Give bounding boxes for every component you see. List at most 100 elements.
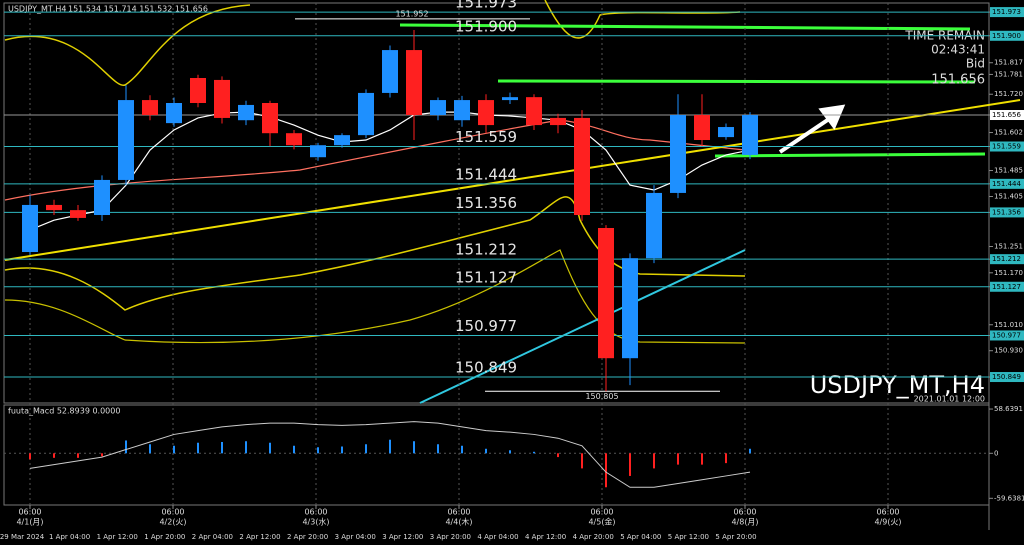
date-label: 4/2(火) bbox=[159, 518, 186, 527]
axis-highlight-label: 150.849 bbox=[992, 373, 1021, 381]
macd-title: fuuta_Macd 52.8939 0.0000 bbox=[8, 407, 120, 416]
candle-body bbox=[646, 192, 662, 259]
axis-highlight-label: 151.444 bbox=[992, 180, 1021, 188]
axis-highlight bbox=[990, 281, 1024, 292]
macd-bar bbox=[341, 446, 343, 454]
axis-highlight-label: 151.900 bbox=[992, 32, 1021, 40]
candle-body bbox=[526, 97, 542, 126]
macd-bar bbox=[701, 453, 703, 465]
macd-bar bbox=[53, 453, 55, 458]
candle-body bbox=[118, 100, 134, 180]
date-label: 4/1(月) bbox=[16, 518, 43, 527]
macd-tick-label: -59.6381 bbox=[994, 494, 1024, 502]
date-label: 4/4(木) bbox=[445, 517, 472, 527]
axis-highlight-label: 151.973 bbox=[992, 8, 1021, 16]
x-tick-label: 3 Apr 12:00 bbox=[382, 533, 423, 541]
watermark: USDJPY_MT,H4 bbox=[810, 371, 985, 399]
level-label: 150.849 bbox=[455, 359, 517, 377]
green-line bbox=[497, 79, 976, 84]
y-tick-label: 151.251 bbox=[994, 243, 1023, 251]
candle-body bbox=[718, 127, 734, 138]
axis-highlight bbox=[990, 141, 1024, 152]
axis-highlight-label: 151.127 bbox=[992, 283, 1021, 291]
macd-bar bbox=[461, 445, 463, 454]
time-label: 06:00 bbox=[304, 508, 327, 517]
macd-bar bbox=[29, 453, 31, 460]
axis-highlight bbox=[990, 207, 1024, 218]
macd-bar bbox=[509, 450, 511, 454]
macd-bar bbox=[149, 444, 151, 454]
candle-body bbox=[358, 92, 374, 136]
macd-bar bbox=[413, 441, 415, 454]
watermark-date: 2021.01.01 12:00 bbox=[914, 395, 985, 404]
candle-body bbox=[334, 135, 350, 146]
axis-highlight-label: 150.977 bbox=[992, 331, 1021, 339]
y-tick-label: 151.405 bbox=[994, 193, 1023, 201]
arrow bbox=[778, 104, 846, 154]
time-label: 06:00 bbox=[590, 508, 613, 517]
macd-bar bbox=[173, 445, 175, 454]
green-line bbox=[714, 152, 986, 158]
y-tick-label: 151.817 bbox=[994, 59, 1023, 67]
candle-body bbox=[94, 179, 110, 216]
candle-body bbox=[550, 117, 566, 126]
x-tick-label: 3 Apr 20:00 bbox=[430, 533, 471, 541]
axis-highlight bbox=[990, 30, 1024, 41]
macd-signal bbox=[29, 421, 751, 488]
axis-highlight bbox=[990, 178, 1024, 189]
macd-tick-label: 58.6391 bbox=[994, 405, 1023, 413]
macd-bar bbox=[101, 453, 103, 457]
level-label: 151.444 bbox=[455, 165, 517, 183]
macd-tick-label: 0 bbox=[994, 449, 998, 457]
date-label: 4/9(火) bbox=[874, 518, 901, 527]
x-tick-label: 1 Apr 12:00 bbox=[97, 533, 138, 541]
macd-bar bbox=[125, 440, 127, 454]
time-label: 06:00 bbox=[733, 508, 756, 517]
green-line bbox=[399, 23, 971, 31]
y-tick-label: 150.930 bbox=[994, 347, 1023, 355]
x-tick-label: 1 Apr 20:00 bbox=[144, 533, 185, 541]
candle-body bbox=[142, 100, 158, 116]
bid-highlight bbox=[990, 110, 1024, 121]
bid: 151.656 bbox=[931, 73, 985, 88]
candle-body bbox=[574, 117, 590, 216]
axis-highlight-label: 151.559 bbox=[992, 143, 1021, 151]
candle-body bbox=[694, 115, 710, 141]
x-tick-label: 2 Apr 12:00 bbox=[239, 533, 280, 541]
candle-body bbox=[478, 100, 494, 126]
x-tick-label: 5 Apr 12:00 bbox=[668, 533, 709, 541]
macd-bar bbox=[605, 453, 607, 488]
candle-body bbox=[238, 104, 254, 121]
x-tick-label: 4 Apr 04:00 bbox=[477, 533, 518, 541]
macd-bar bbox=[317, 447, 319, 454]
level-label: 151.900 bbox=[455, 17, 517, 35]
y-tick-label: 151.010 bbox=[994, 321, 1023, 329]
y-tick-label: 151.720 bbox=[994, 90, 1023, 98]
date-label: 4/8(月) bbox=[731, 518, 758, 527]
x-tick-label: 29 Mar 2024 bbox=[0, 533, 45, 541]
high-mark-label: 151.952 bbox=[395, 9, 428, 18]
time-label: 06:00 bbox=[876, 508, 899, 517]
x-tick-label: 5 Apr 20:00 bbox=[715, 533, 756, 541]
axis-highlight bbox=[990, 254, 1024, 265]
candle-body bbox=[430, 100, 446, 116]
candle-body bbox=[742, 115, 758, 155]
symbol: USDJPY_MT,H4 bbox=[8, 5, 66, 14]
candle-body bbox=[286, 133, 302, 146]
macd-bar bbox=[533, 451, 535, 454]
y-tick-label: 151.781 bbox=[994, 70, 1023, 78]
time-label: 06:00 bbox=[161, 508, 184, 517]
candle-body bbox=[454, 100, 470, 121]
macd-bar bbox=[245, 441, 247, 454]
candle-body bbox=[670, 115, 686, 193]
date-label: 4/5(金) bbox=[588, 517, 615, 527]
low-mark-label: 150.805 bbox=[585, 392, 618, 401]
macd-bar bbox=[485, 448, 487, 454]
moving-average bbox=[29, 111, 751, 231]
level-label: 151.973 bbox=[455, 0, 517, 12]
x-tick-label: 5 Apr 04:00 bbox=[620, 533, 661, 541]
band-line bbox=[4, 196, 746, 311]
time-label: 06:00 bbox=[447, 508, 470, 517]
